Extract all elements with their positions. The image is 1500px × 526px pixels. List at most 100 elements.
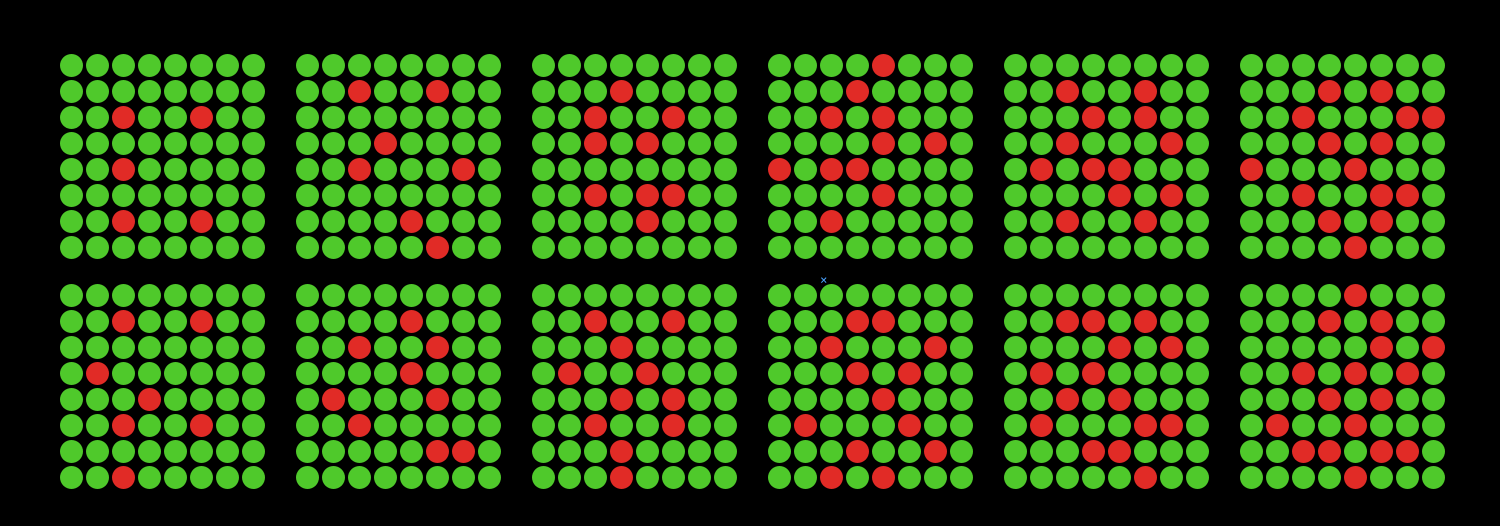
dot-green	[662, 362, 685, 385]
dot-green	[322, 80, 345, 103]
dot-green	[1186, 236, 1209, 259]
dot-green	[112, 284, 135, 307]
dot-green	[1318, 236, 1341, 259]
dot-green	[478, 236, 501, 259]
dot-green	[768, 184, 791, 207]
dot-green	[374, 362, 397, 385]
dot-green	[322, 440, 345, 463]
dot-red	[846, 158, 869, 181]
dot-green	[1134, 54, 1157, 77]
dot-red	[1422, 336, 1445, 359]
dot-green	[1396, 236, 1419, 259]
dot-green	[714, 440, 737, 463]
dot-green	[584, 388, 607, 411]
dot-green	[872, 440, 895, 463]
dot-green	[322, 414, 345, 437]
dot-green	[714, 132, 737, 155]
dot-green	[1266, 158, 1289, 181]
dot-red	[1134, 310, 1157, 333]
dot-green	[950, 158, 973, 181]
dot-green	[216, 80, 239, 103]
dot-red	[426, 388, 449, 411]
dot-green	[1318, 54, 1341, 77]
dot-green	[1266, 184, 1289, 207]
dot-green	[242, 184, 265, 207]
dot-green	[60, 388, 83, 411]
dot-red	[1056, 132, 1079, 155]
dot-green	[636, 388, 659, 411]
dot-green	[60, 414, 83, 437]
dot-green	[1004, 362, 1027, 385]
dot-red	[400, 310, 423, 333]
dot-green	[86, 388, 109, 411]
dot-green	[794, 310, 817, 333]
dot-red	[820, 210, 843, 233]
dot-red	[1344, 362, 1367, 385]
dot-green	[452, 106, 475, 129]
dot-green	[1396, 158, 1419, 181]
dot-green	[296, 388, 319, 411]
dot-red	[636, 210, 659, 233]
dot-red	[1056, 310, 1079, 333]
dot-green	[138, 158, 161, 181]
dot-green	[296, 440, 319, 463]
dot-green	[400, 284, 423, 307]
dot-green	[1318, 106, 1341, 129]
dot-green	[1056, 284, 1079, 307]
dot-green	[60, 184, 83, 207]
dot-red	[846, 310, 869, 333]
dot-green	[1422, 80, 1445, 103]
dot-red	[924, 336, 947, 359]
dot-green	[216, 466, 239, 489]
dot-green	[1004, 466, 1027, 489]
dot-green	[1292, 210, 1315, 233]
dot-green	[164, 440, 187, 463]
dot-red	[1344, 284, 1367, 307]
dot-green	[216, 440, 239, 463]
dot-green	[1186, 132, 1209, 155]
dot-red	[1108, 440, 1131, 463]
dot-green	[1292, 310, 1315, 333]
dot-green	[1134, 132, 1157, 155]
dot-red	[1396, 184, 1419, 207]
dot-green	[1186, 80, 1209, 103]
dot-green	[1186, 440, 1209, 463]
dot-red	[400, 362, 423, 385]
dot-green	[898, 440, 921, 463]
dot-green	[688, 158, 711, 181]
dot-red	[1318, 310, 1341, 333]
dot-green	[138, 54, 161, 77]
dot-green	[164, 210, 187, 233]
dot-red	[636, 362, 659, 385]
dot-green	[426, 184, 449, 207]
dot-red	[1108, 388, 1131, 411]
dot-green	[532, 210, 555, 233]
dot-green	[714, 466, 737, 489]
dot-red	[662, 184, 685, 207]
dot-green	[558, 236, 581, 259]
dot-green	[924, 284, 947, 307]
dot-red	[426, 336, 449, 359]
dot-green	[1030, 132, 1053, 155]
dot-red	[1292, 106, 1315, 129]
dot-red	[610, 336, 633, 359]
dot-green	[1422, 284, 1445, 307]
dot-red	[924, 440, 947, 463]
dot-green	[242, 440, 265, 463]
dot-red	[584, 106, 607, 129]
dot-green	[164, 158, 187, 181]
dot-green	[348, 106, 371, 129]
dot-red	[1082, 310, 1105, 333]
dot-green	[60, 106, 83, 129]
dot-red	[190, 106, 213, 129]
dot-green	[688, 466, 711, 489]
dot-green	[1422, 414, 1445, 437]
dot-green	[1030, 106, 1053, 129]
dot-green	[898, 54, 921, 77]
dot-green	[558, 54, 581, 77]
dot-green	[1396, 132, 1419, 155]
dot-green	[296, 414, 319, 437]
dot-red	[1030, 414, 1053, 437]
dot-red	[1370, 440, 1393, 463]
dot-green	[1292, 414, 1315, 437]
